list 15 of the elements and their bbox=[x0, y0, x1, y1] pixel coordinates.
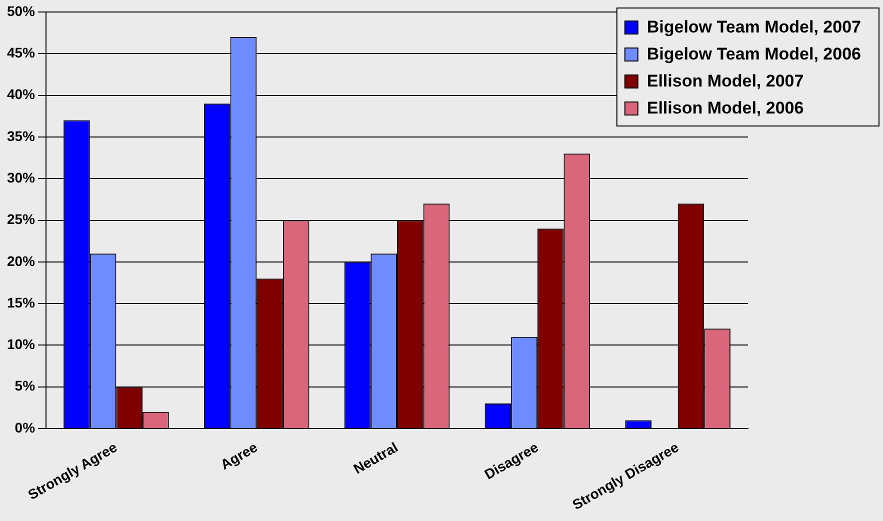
y-tick-label: 45% bbox=[6, 44, 36, 61]
y-tick-label: 25% bbox=[6, 211, 36, 228]
legend-label: Bigelow Team Model, 2007 bbox=[646, 18, 862, 37]
legend-label: Ellison Model, 2006 bbox=[646, 98, 804, 118]
y-tick-label: 20% bbox=[6, 252, 36, 269]
y-tick-label: 5% bbox=[14, 378, 36, 394]
y-tick-label: 40% bbox=[6, 86, 36, 102]
legend-label: Ellison Model, 2007 bbox=[646, 72, 804, 91]
y-tick-label: 35% bbox=[6, 128, 36, 144]
y-tick-label: 30% bbox=[6, 169, 36, 186]
y-tick-label: 50% bbox=[6, 2, 36, 19]
y-tick-label: 15% bbox=[6, 294, 36, 310]
y-tick-label: 0% bbox=[14, 419, 36, 436]
legend-label: Bigelow Team Model, 2006 bbox=[646, 44, 862, 64]
y-tick-label: 10% bbox=[6, 336, 36, 352]
